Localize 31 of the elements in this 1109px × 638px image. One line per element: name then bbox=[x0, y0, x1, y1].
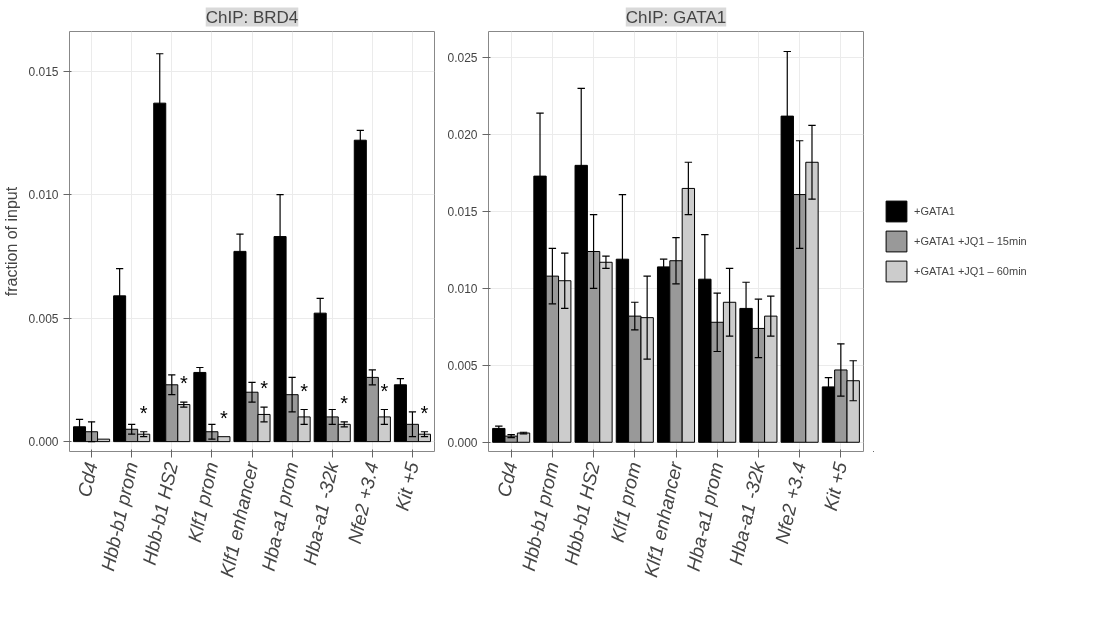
y-axis-title: fraction of input bbox=[3, 186, 21, 297]
y-tick-label: 0.020 bbox=[447, 128, 478, 143]
y-tick-label: 0.015 bbox=[447, 205, 478, 219]
y-tick-label: 0.000 bbox=[28, 435, 59, 450]
data-label: * bbox=[420, 401, 429, 424]
y-tick-label: 0.010 bbox=[447, 281, 478, 296]
x-tick-label: Hbb-b1 HS2 bbox=[560, 459, 604, 567]
data-label: * bbox=[340, 391, 349, 414]
chart-title: ChIP: GATA1 bbox=[625, 7, 727, 27]
legend-label: +GATA1 bbox=[914, 205, 955, 217]
data-label: * bbox=[260, 377, 269, 400]
x-tick-label: Kit +5 bbox=[819, 459, 852, 513]
data-label: * bbox=[179, 372, 188, 395]
data-label: * bbox=[220, 406, 229, 429]
x-tick-label: Hba-a1 -32k bbox=[725, 458, 769, 567]
data-label: * bbox=[380, 379, 389, 402]
x-tick-label: Nfe2 +3.4 bbox=[343, 460, 383, 546]
x-tick-label: Kit +5 bbox=[391, 459, 423, 513]
data-label: * bbox=[300, 379, 309, 402]
y-tick-label: 0.005 bbox=[447, 358, 478, 373]
y-tick-label: 0.000 bbox=[447, 435, 478, 450]
legend-label: +GATA1 +JQ1 – 15min bbox=[914, 235, 1027, 247]
y-tick-label: 0.005 bbox=[28, 311, 59, 326]
y-tick-label: 0.025 bbox=[447, 51, 478, 66]
legend-label: +GATA1 +JQ1 – 60min bbox=[914, 265, 1027, 277]
y-tick-label: 0.010 bbox=[28, 188, 59, 203]
chart-title: ChIP: BRD4 bbox=[205, 7, 299, 27]
x-tick-label: Nfe2 +3.4 bbox=[771, 460, 810, 546]
x-tick-label: Klf1 prom bbox=[183, 460, 223, 545]
data-label: * bbox=[139, 401, 148, 424]
y-tick-label: 0.015 bbox=[28, 64, 59, 79]
